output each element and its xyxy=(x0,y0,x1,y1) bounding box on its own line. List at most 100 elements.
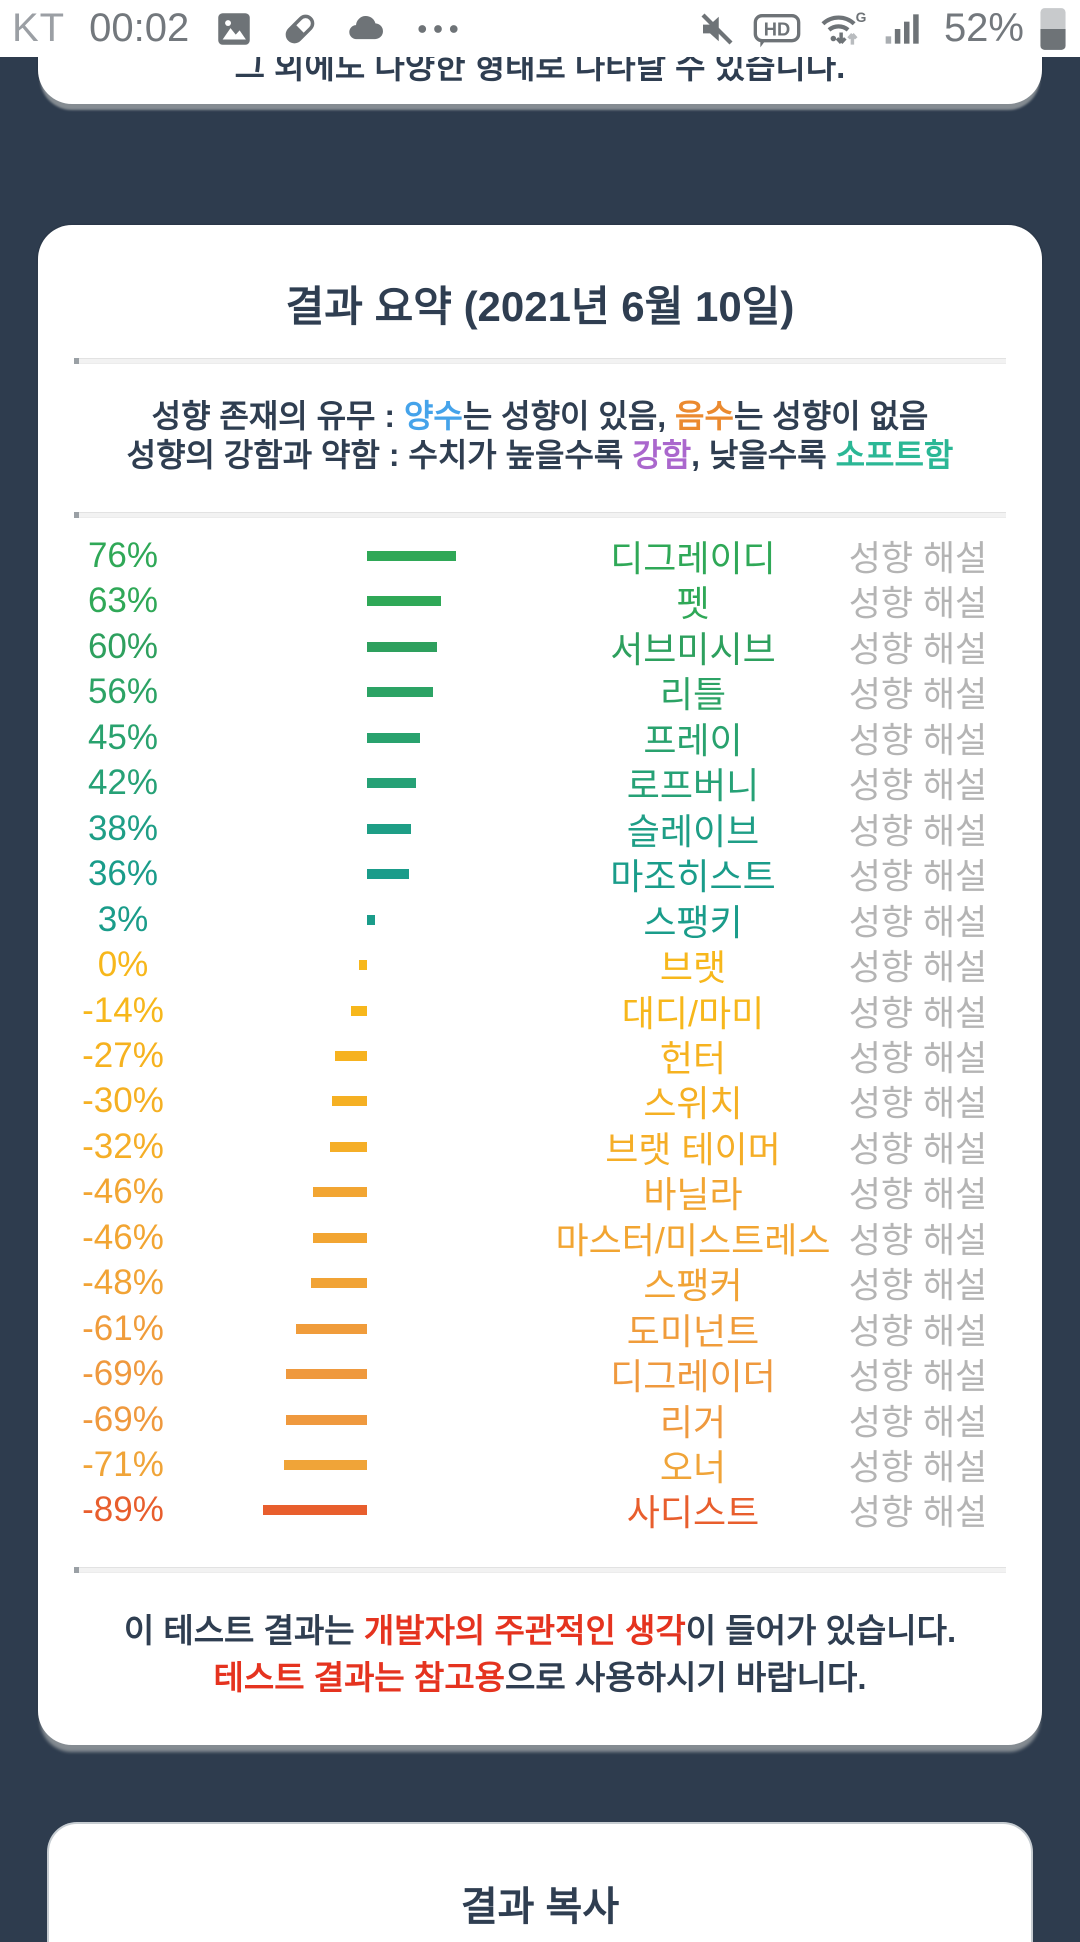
result-row: -69% 디그레이더 성향 해설 xyxy=(38,1351,1042,1397)
cloud-notification-icon xyxy=(345,7,389,51)
row-trait-label: 프레이 xyxy=(643,719,743,761)
divider xyxy=(74,358,1006,364)
row-explain-link[interactable]: 성향 해설 xyxy=(848,539,988,579)
result-row: 63% 펫 성향 해설 xyxy=(38,578,1042,624)
row-explain-link[interactable]: 성향 해설 xyxy=(848,812,988,852)
row-percent: 42% xyxy=(87,763,159,803)
copy-result-button[interactable]: 결과 복사 xyxy=(460,1885,620,1929)
legend-text: 성향 존재의 유무 : 양수는 성향이 있음, 음수는 성향이 없음 성향의 강… xyxy=(38,397,1042,475)
row-bar xyxy=(313,1232,367,1243)
row-percent: -14% xyxy=(82,990,164,1030)
row-trait-label: 바닐라 xyxy=(643,1174,743,1216)
row-percent: -61% xyxy=(82,1308,164,1348)
row-trait-label: 마스터/미스트레스 xyxy=(555,1219,831,1261)
row-trait-label: 디그레이디 xyxy=(610,538,776,579)
row-trait-label: 오너 xyxy=(659,1447,727,1488)
row-bar xyxy=(367,641,437,652)
row-trait-label: 디그레이더 xyxy=(610,1356,776,1398)
row-bar xyxy=(367,596,441,607)
row-percent: -46% xyxy=(82,1217,164,1257)
mute-icon xyxy=(696,8,738,50)
row-trait-label: 사디스트 xyxy=(626,1492,760,1534)
row-trait-label: 리거 xyxy=(659,1401,727,1443)
row-explain-link[interactable]: 성향 해설 xyxy=(848,1357,988,1397)
signal-strength-icon xyxy=(882,7,926,51)
copy-result-card: 결과 복사 xyxy=(47,1822,1033,1942)
row-bar xyxy=(286,1369,367,1380)
row-trait-label: 도미넌트 xyxy=(626,1310,760,1352)
row-explain-link[interactable]: 성향 해설 xyxy=(848,1312,988,1352)
row-percent: 56% xyxy=(87,672,159,712)
row-explain-link[interactable]: 성향 해설 xyxy=(848,903,988,943)
row-bar xyxy=(330,1141,367,1152)
row-percent: 45% xyxy=(87,717,159,757)
result-row: 0% 브랫 성향 해설 xyxy=(38,942,1042,988)
row-trait-label: 스위치 xyxy=(643,1083,743,1125)
image-notification-icon xyxy=(213,8,255,50)
row-explain-link[interactable]: 성향 해설 xyxy=(848,675,988,715)
row-explain-link[interactable]: 성향 해설 xyxy=(848,1130,988,1170)
row-trait-label: 슬레이브 xyxy=(626,810,760,852)
row-percent: -32% xyxy=(82,1126,164,1166)
result-row: -71% 오너 성향 해설 xyxy=(38,1442,1042,1488)
summary-title: 결과 요약 (2021년 6월 10일) xyxy=(285,283,795,330)
row-explain-link[interactable]: 성향 해설 xyxy=(848,857,988,897)
row-bar xyxy=(286,1414,367,1425)
divider xyxy=(74,1567,1006,1573)
result-row: 3% 스팽키 성향 해설 xyxy=(38,897,1042,943)
row-percent: 38% xyxy=(87,808,159,848)
row-explain-link[interactable]: 성향 해설 xyxy=(848,1448,988,1488)
result-row: 45% 프레이 성향 해설 xyxy=(38,715,1042,761)
disclaimer-text: 이 테스트 결과는 개발자의 주관적인 생각이 들어가 있습니다. 테스트 결과… xyxy=(38,1607,1042,1701)
battery-percent: 52% xyxy=(943,6,1024,50)
row-bar xyxy=(367,687,433,698)
result-row: 38% 슬레이브 성향 해설 xyxy=(38,806,1042,852)
row-trait-label: 대디/마미 xyxy=(621,992,765,1034)
row-bar xyxy=(367,551,456,561)
row-bar xyxy=(313,1187,367,1198)
row-trait-label: 펫 xyxy=(676,583,710,625)
carrier-label: KT xyxy=(12,6,66,50)
disclaimer-line-1: 이 테스트 결과는 개발자의 주관적인 생각이 들어가 있습니다. xyxy=(123,1612,957,1649)
row-explain-link[interactable]: 성향 해설 xyxy=(848,766,988,806)
row-explain-link[interactable]: 성향 해설 xyxy=(848,721,988,761)
row-percent: -69% xyxy=(82,1399,164,1439)
result-row: -46% 바닐라 성향 해설 xyxy=(38,1169,1042,1215)
row-explain-link[interactable]: 성향 해설 xyxy=(848,630,988,670)
row-percent: 3% xyxy=(97,899,149,939)
row-trait-label: 브랫 테이머 xyxy=(605,1128,781,1170)
row-explain-link[interactable]: 성향 해설 xyxy=(848,1084,988,1124)
result-row: -14% 대디/마미 성향 해설 xyxy=(38,988,1042,1034)
row-percent: 0% xyxy=(97,945,149,985)
row-trait-label: 서브미시브 xyxy=(610,628,776,670)
result-row: 56% 리틀 성향 해설 xyxy=(38,669,1042,715)
row-explain-link[interactable]: 성향 해설 xyxy=(848,1403,988,1443)
row-explain-link[interactable]: 성향 해설 xyxy=(848,1221,988,1261)
row-trait-label: 헌터 xyxy=(659,1037,727,1079)
row-bar xyxy=(263,1505,367,1516)
row-bar xyxy=(367,732,420,743)
row-explain-link[interactable]: 성향 해설 xyxy=(848,948,988,988)
result-row: -61% 도미넌트 성향 해설 xyxy=(38,1306,1042,1352)
row-explain-link[interactable]: 성향 해설 xyxy=(848,1039,988,1079)
row-percent: -69% xyxy=(82,1354,164,1394)
row-percent: -48% xyxy=(82,1263,164,1303)
row-explain-link[interactable]: 성향 해설 xyxy=(848,1493,988,1533)
result-summary-card: 결과 요약 (2021년 6월 10일) 성향 존재의 유무 : 양수는 성향이… xyxy=(38,225,1042,1745)
svg-text:HD: HD xyxy=(764,18,790,39)
result-row: -27% 헌터 성향 해설 xyxy=(38,1033,1042,1079)
result-row: -46% 마스터/미스트레스 성향 해설 xyxy=(38,1215,1042,1261)
status-time: 00:02 xyxy=(89,6,190,50)
row-bar xyxy=(296,1323,367,1334)
row-explain-link[interactable]: 성향 해설 xyxy=(848,1175,988,1215)
wifi-icon: G xyxy=(816,7,868,51)
row-explain-link[interactable]: 성향 해설 xyxy=(848,994,988,1033)
pill-notification-icon xyxy=(279,8,321,50)
row-explain-link[interactable]: 성향 해설 xyxy=(848,584,988,624)
row-explain-link[interactable]: 성향 해설 xyxy=(848,1266,988,1306)
row-bar xyxy=(332,1096,367,1107)
legend-line-1: 성향 존재의 유무 : 양수는 성향이 있음, 음수는 성향이 없음 xyxy=(151,398,929,434)
row-percent: 76% xyxy=(87,536,159,575)
row-trait-label: 브랫 xyxy=(659,947,727,989)
result-row: -89% 사디스트 성향 해설 xyxy=(38,1487,1042,1533)
